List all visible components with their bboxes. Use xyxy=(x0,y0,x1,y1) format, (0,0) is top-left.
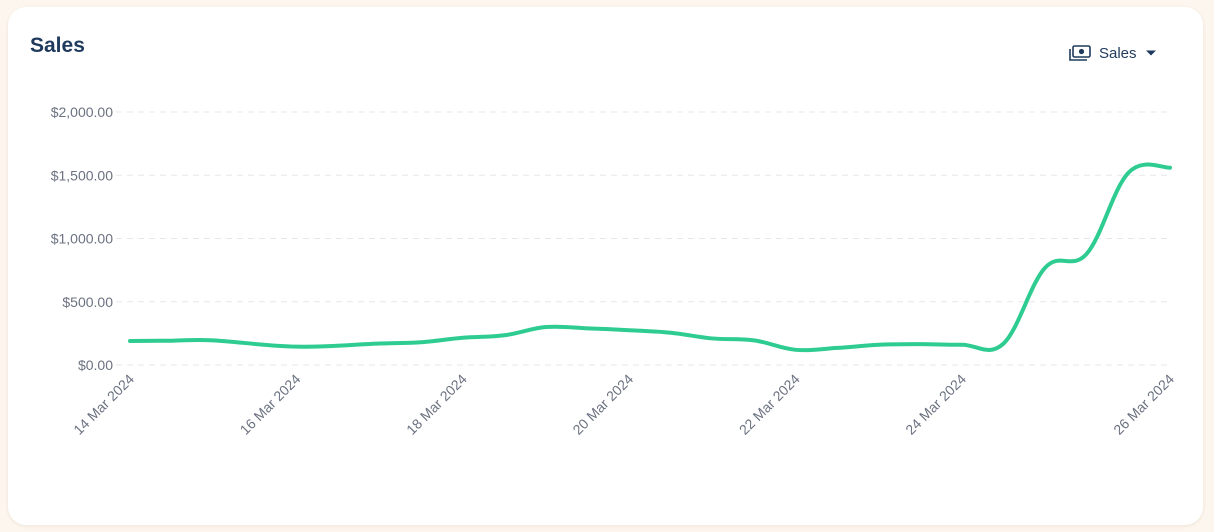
x-tick-label: 26 Mar 2024 xyxy=(1110,371,1177,438)
cash-icon xyxy=(1069,45,1091,61)
x-tick-label: 18 Mar 2024 xyxy=(403,371,470,438)
sales-series-line xyxy=(128,162,1172,353)
card-title: Sales xyxy=(30,34,85,57)
chevron-down-icon xyxy=(1145,49,1157,57)
y-tick-label: $500.00 xyxy=(62,294,113,310)
x-tick-label: 16 Mar 2024 xyxy=(237,371,304,438)
metric-dropdown[interactable]: Sales xyxy=(1069,42,1157,64)
sales-card: Sales Sales xyxy=(8,7,1203,525)
x-tick-label: 24 Mar 2024 xyxy=(902,371,969,438)
dropdown-selected-label: Sales xyxy=(1099,44,1137,62)
y-tick-label: $2,000.00 xyxy=(51,104,113,120)
x-tick-label: 20 Mar 2024 xyxy=(569,371,636,438)
x-tick-label: 22 Mar 2024 xyxy=(736,371,803,438)
y-tick-label: $1,500.00 xyxy=(51,167,113,183)
x-tick-label: 14 Mar 2024 xyxy=(70,371,137,438)
y-tick-label: $1,000.00 xyxy=(51,231,113,247)
y-tick-label: $0.00 xyxy=(78,357,113,373)
